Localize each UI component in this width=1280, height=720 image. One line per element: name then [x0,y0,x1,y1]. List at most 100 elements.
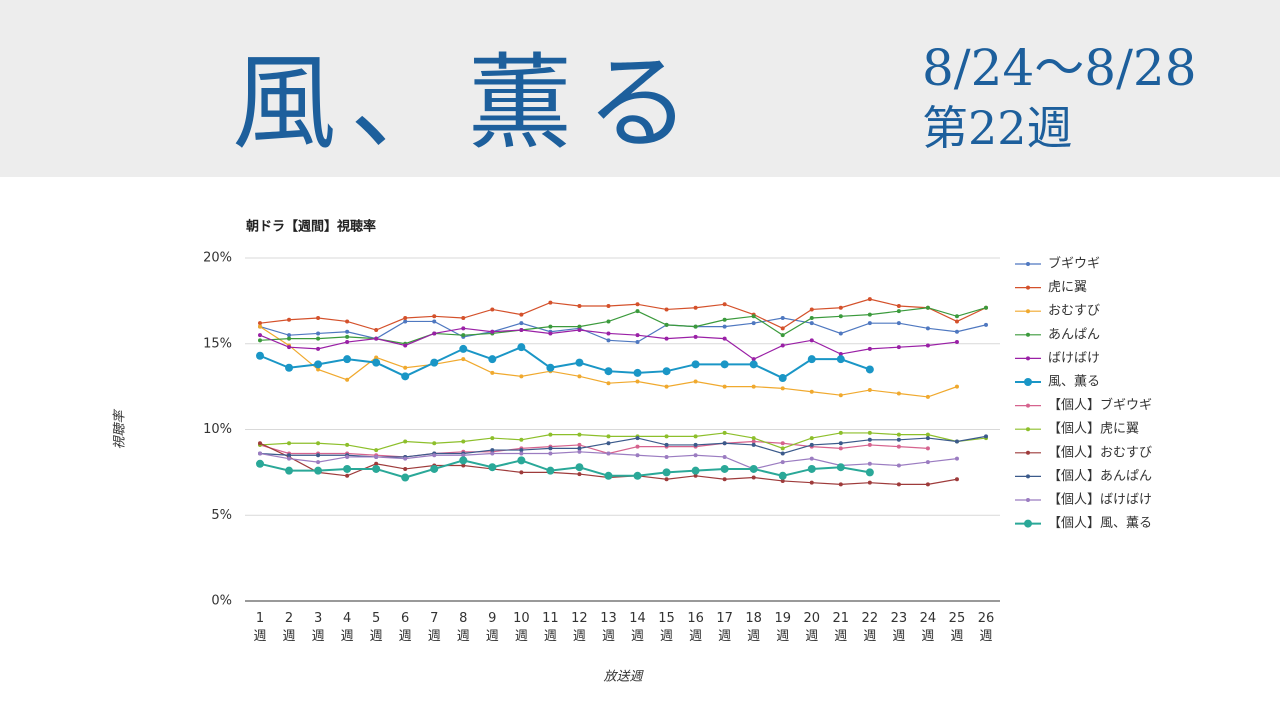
x-tick-label: 7 週 [427,611,441,644]
data-point [867,388,872,393]
data-point [867,480,872,485]
data-point [809,307,814,312]
data-point [577,442,582,447]
data-point [459,456,468,465]
x-tick-label: 3 週 [311,611,325,644]
data-point [403,343,408,348]
data-point [490,436,495,441]
data-point [316,441,321,446]
x-tick-label: 26 週 [977,611,995,644]
data-point [896,309,901,314]
data-point [720,464,729,473]
data-point [256,351,264,360]
data-point [316,316,321,321]
data-point [954,340,959,345]
data-point [430,464,439,473]
data-point [461,333,466,338]
y-axis-label: 視聴率 [112,409,128,450]
data-point [258,451,262,456]
legend-label: 【個人】おむすび [1048,445,1152,460]
data-point [954,439,959,444]
legend-label: 虎に翼 [1048,280,1087,295]
x-tick-label: 19 週 [774,611,791,644]
data-point [749,464,758,473]
data-point [925,460,930,465]
data-point [809,338,814,343]
data-point [345,329,350,334]
data-point [984,434,988,439]
data-point [461,316,466,321]
data-point [751,475,756,480]
data-point [693,334,698,339]
data-point [577,472,582,477]
x-tick-label: 16 週 [687,611,704,644]
data-point [374,328,379,333]
data-point [432,314,437,319]
legend-marker [1026,262,1030,266]
data-point [488,355,497,364]
data-point [664,477,669,482]
data-point [693,434,698,439]
data-point [403,439,408,444]
x-tick-label: 14 週 [629,611,646,644]
data-point [432,319,437,324]
data-point [256,459,264,468]
data-point [345,334,350,339]
data-point [896,304,901,309]
data-point [838,446,843,451]
data-point [316,460,321,465]
data-point [432,441,437,446]
data-point [838,331,843,336]
data-point [954,384,959,389]
data-point [374,355,379,360]
data-point [316,336,321,341]
legend-marker [1026,474,1030,479]
data-point [780,451,785,456]
data-point [954,477,959,482]
data-point [546,363,555,372]
data-point [664,454,669,459]
data-point [751,314,756,319]
series-line [259,307,987,345]
legend-marker [1026,427,1030,432]
x-tick-label: 4 週 [340,611,354,644]
data-point [749,360,758,369]
data-point [664,434,669,439]
data-point [664,322,669,327]
data-point [809,321,814,326]
data-point [780,333,785,338]
data-point [633,471,642,480]
x-tick-label: 12 週 [571,611,588,644]
date-range: 8/24～8/28 [922,39,1197,97]
data-point [751,442,756,447]
data-point [867,430,872,435]
data-point [577,304,582,309]
data-point [258,333,262,338]
x-tick-label: 13 週 [600,611,617,644]
data-point [258,324,262,329]
data-point [372,358,381,367]
data-point [287,345,292,350]
x-axis-label: 放送週 [603,670,644,685]
data-point [606,451,611,456]
data-point [316,346,321,351]
data-point [519,374,524,379]
data-point [896,482,901,487]
data-point [635,302,640,307]
data-point [722,430,727,435]
data-point [984,305,988,310]
data-point [403,316,408,321]
data-point [374,448,379,453]
data-point [838,430,843,435]
data-point [867,461,872,466]
data-point [838,393,843,398]
data-point [635,309,640,314]
data-point [662,468,671,477]
data-point [519,328,524,333]
data-point [954,314,959,319]
data-point [809,436,814,441]
data-point [807,355,816,364]
data-point [461,453,466,458]
data-point [287,441,292,446]
data-point [780,441,785,446]
